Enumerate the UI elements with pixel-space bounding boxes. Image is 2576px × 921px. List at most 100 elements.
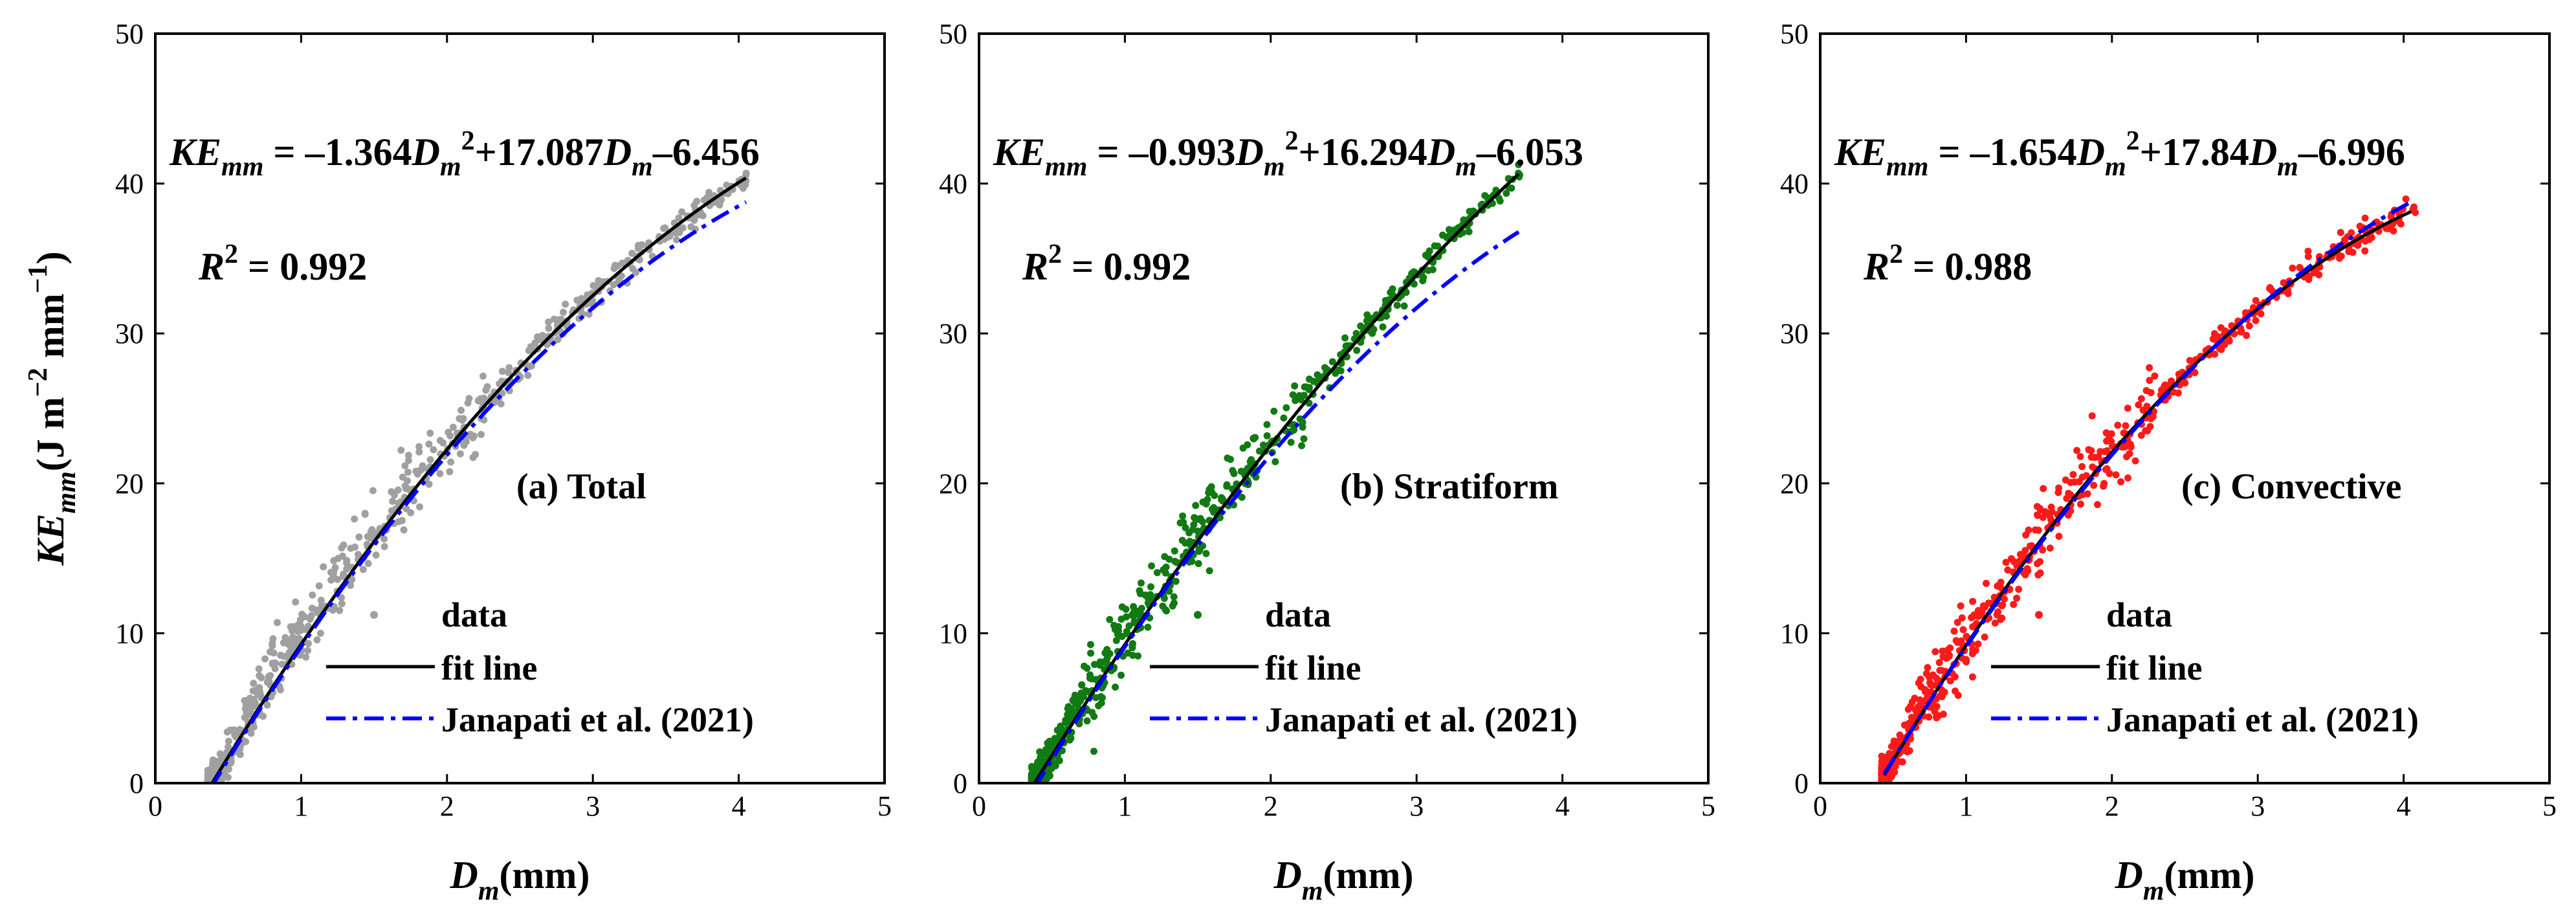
data-point bbox=[470, 432, 478, 440]
data-point bbox=[2033, 503, 2041, 511]
x-tick-label: 5 bbox=[1701, 790, 1715, 822]
data-point bbox=[327, 576, 335, 584]
data-point bbox=[1300, 435, 1308, 443]
data-point bbox=[242, 701, 250, 709]
data-point bbox=[407, 509, 415, 516]
data-point bbox=[483, 383, 491, 390]
data-point bbox=[250, 680, 258, 687]
data-point bbox=[2146, 423, 2154, 430]
data-point bbox=[1357, 322, 1365, 330]
legend-label-fit: fit line bbox=[2106, 649, 2202, 687]
data-point bbox=[1111, 626, 1119, 634]
data-point bbox=[628, 249, 636, 257]
data-point bbox=[2304, 247, 2312, 255]
y-tick-label: 40 bbox=[939, 168, 967, 200]
data-point bbox=[361, 509, 369, 517]
data-point bbox=[436, 437, 444, 445]
data-point bbox=[317, 597, 325, 604]
data-point bbox=[2361, 247, 2369, 255]
data-point bbox=[256, 672, 263, 680]
data-point bbox=[1916, 696, 1924, 704]
data-point bbox=[1103, 654, 1111, 661]
data-point bbox=[1153, 569, 1161, 577]
data-point bbox=[415, 443, 423, 450]
data-point bbox=[1090, 748, 1097, 755]
data-point bbox=[2243, 331, 2251, 339]
data-point bbox=[660, 225, 668, 232]
data-point bbox=[1160, 595, 1168, 602]
data-point bbox=[338, 594, 346, 601]
data-point bbox=[1878, 758, 1886, 766]
data-point bbox=[261, 655, 269, 663]
data-point bbox=[2337, 228, 2344, 236]
data-point bbox=[2100, 482, 2108, 490]
data-point bbox=[1195, 548, 1203, 555]
data-point bbox=[2087, 453, 2095, 461]
data-point bbox=[1238, 493, 1246, 501]
data-point bbox=[1086, 674, 1094, 682]
data-point bbox=[1282, 404, 1290, 412]
y-tick-label: 50 bbox=[939, 18, 967, 50]
data-point bbox=[1291, 382, 1299, 390]
legend-marker-data bbox=[1194, 611, 1202, 619]
data-point bbox=[313, 636, 321, 644]
y-tick-label: 10 bbox=[1780, 617, 1809, 649]
fit-equation: KEmm = –1.364Dm2+17.087Dm–6.456 bbox=[169, 126, 760, 182]
data-point bbox=[1194, 527, 1202, 535]
data-point bbox=[247, 729, 255, 737]
data-point bbox=[1503, 190, 1510, 197]
data-point bbox=[426, 429, 434, 437]
data-point bbox=[2362, 238, 2369, 245]
data-point bbox=[2221, 327, 2229, 335]
y-tick-label: 50 bbox=[1780, 18, 1809, 50]
data-point bbox=[2078, 463, 2086, 471]
y-tick-label: 20 bbox=[115, 468, 144, 500]
data-point bbox=[1985, 599, 1992, 607]
data-point bbox=[505, 364, 513, 372]
data-point bbox=[2131, 457, 2139, 465]
data-point bbox=[1419, 277, 1427, 285]
data-point bbox=[2174, 389, 2182, 397]
data-point bbox=[2016, 551, 2024, 559]
data-point bbox=[1434, 242, 1442, 250]
data-point bbox=[1259, 441, 1267, 449]
data-point bbox=[1190, 521, 1198, 529]
data-point bbox=[338, 600, 346, 608]
data-point bbox=[447, 458, 455, 466]
data-point bbox=[2054, 489, 2062, 496]
data-point bbox=[2296, 263, 2304, 271]
data-point bbox=[472, 450, 479, 458]
data-point bbox=[351, 515, 358, 523]
data-point bbox=[1185, 529, 1193, 537]
data-point bbox=[265, 676, 272, 683]
data-point bbox=[1255, 447, 1263, 455]
data-point bbox=[2135, 401, 2142, 408]
data-point bbox=[703, 194, 710, 201]
data-point bbox=[1994, 608, 2002, 616]
data-point bbox=[1044, 739, 1051, 747]
fit-line bbox=[1033, 172, 1520, 783]
data-point bbox=[347, 582, 355, 589]
y-tick-label: 50 bbox=[115, 18, 144, 50]
y-tick-label: 30 bbox=[939, 318, 967, 350]
data-point bbox=[1263, 421, 1271, 428]
data-point bbox=[1387, 289, 1394, 296]
data-point bbox=[585, 310, 593, 318]
data-point bbox=[1128, 611, 1136, 619]
data-point bbox=[1954, 619, 1961, 627]
data-point bbox=[1998, 614, 2006, 622]
data-point bbox=[1136, 611, 1143, 619]
data-point bbox=[2034, 511, 2041, 518]
data-point bbox=[528, 362, 535, 370]
data-point bbox=[225, 737, 232, 745]
legend: data fit line Janapati et al. (2021) bbox=[1150, 595, 1578, 739]
data-point bbox=[380, 543, 388, 550]
data-point bbox=[335, 555, 342, 562]
data-point bbox=[2034, 526, 2042, 534]
data-point bbox=[316, 630, 324, 637]
data-point bbox=[334, 575, 342, 583]
data-point bbox=[479, 372, 487, 380]
data-point bbox=[705, 188, 713, 196]
data-point bbox=[274, 619, 281, 627]
